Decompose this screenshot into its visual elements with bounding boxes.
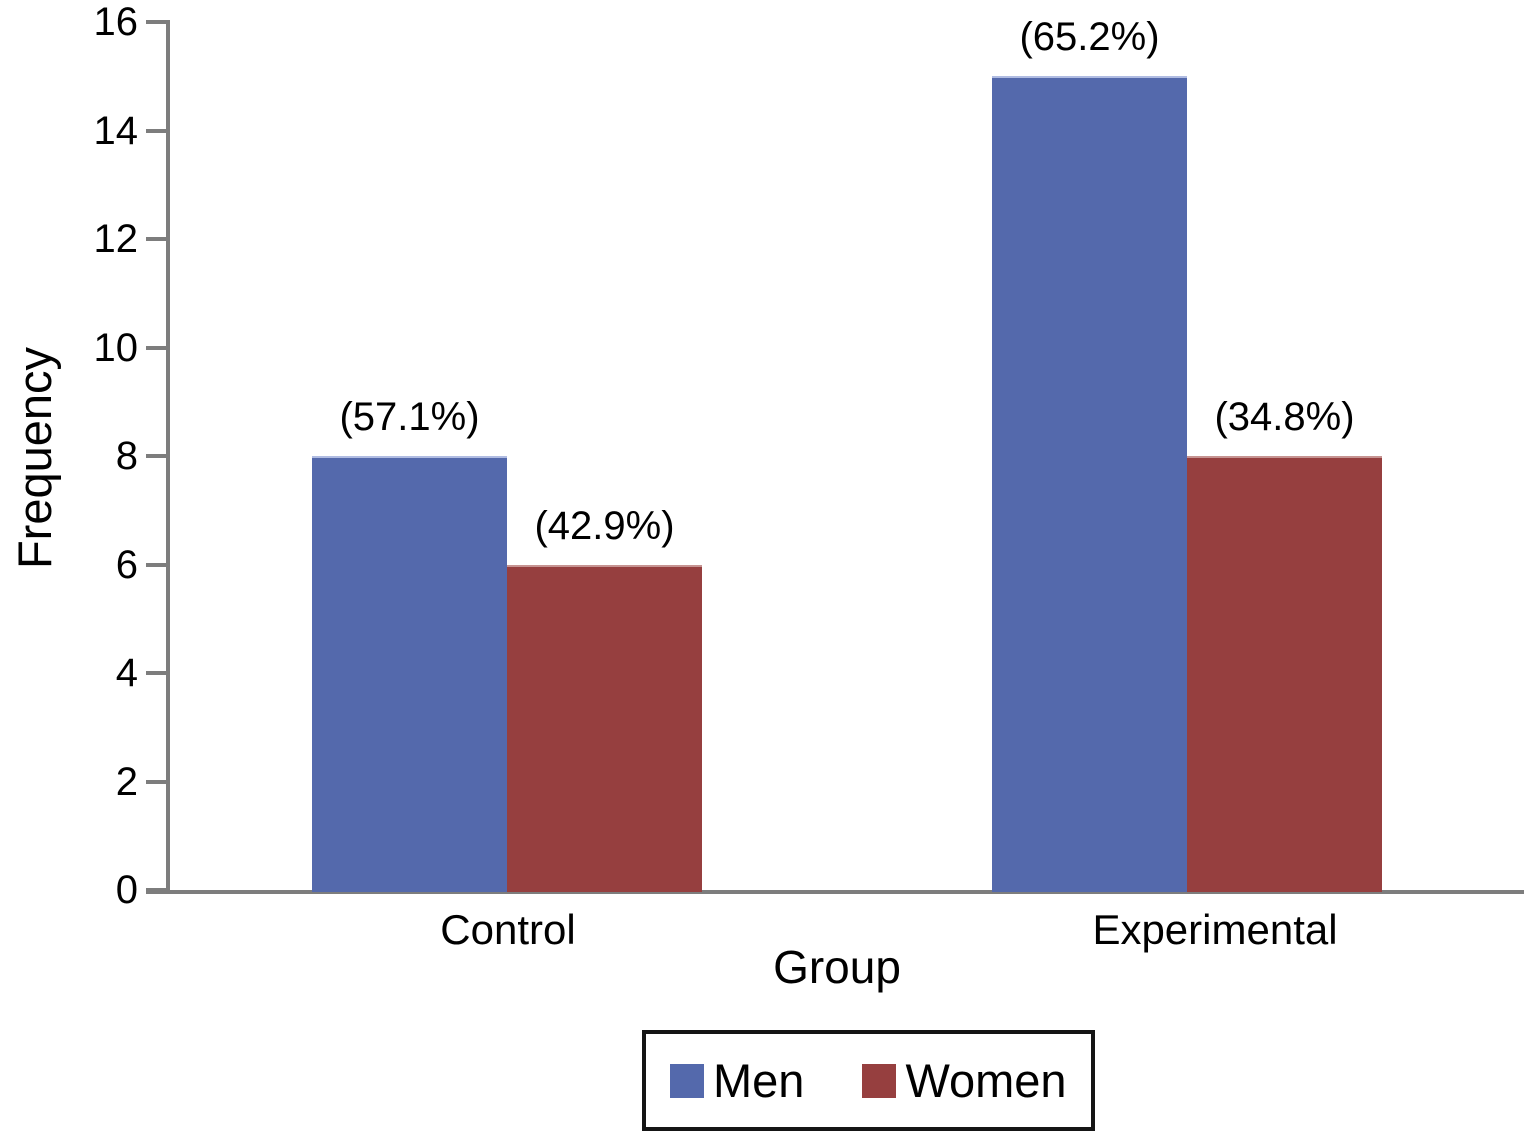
y-tick-14 xyxy=(146,128,166,133)
y-tick-label-6: 6 xyxy=(115,542,138,587)
y-tick-12 xyxy=(146,237,166,241)
bar-men-experimental xyxy=(992,76,1187,892)
bar-label-men-experimental: (65.2%) xyxy=(1019,15,1160,60)
y-tick-label-2: 2 xyxy=(115,759,138,804)
y-tick-label-16: 16 xyxy=(93,0,139,44)
y-tick-label-10: 10 xyxy=(93,325,139,370)
y-tick-label-0: 0 xyxy=(115,868,138,912)
x-category-label-experimental: Experimental xyxy=(1092,906,1338,953)
x-axis-line xyxy=(146,890,1524,894)
y-tick-2 xyxy=(146,779,166,784)
y-tick-10 xyxy=(146,345,166,350)
y-tick-4 xyxy=(146,671,166,675)
bar-label-women-control: (42.9%) xyxy=(534,503,675,548)
y-tick-label-12: 12 xyxy=(93,217,139,261)
y-tick-16 xyxy=(146,20,166,24)
x-axis-title: Group xyxy=(773,941,901,993)
y-tick-label-4: 4 xyxy=(115,651,138,695)
legend-swatch-women-icon xyxy=(862,1063,897,1098)
y-tick-6 xyxy=(146,562,166,567)
bar-label-women-experimental: (34.8%) xyxy=(1214,395,1355,439)
legend-label-women: Women xyxy=(905,1054,1067,1107)
y-tick-8 xyxy=(146,454,166,458)
chart-legend: Men Women xyxy=(642,1030,1095,1131)
bar-women-experimental xyxy=(1187,456,1382,892)
legend-item-women: Women xyxy=(862,1054,1067,1107)
bar-women-control xyxy=(507,564,702,892)
legend-label-men: Men xyxy=(713,1054,805,1107)
bar-label-men-control: (57.1%) xyxy=(339,395,480,439)
y-axis-line xyxy=(166,20,170,894)
legend-swatch-men-icon xyxy=(670,1063,704,1098)
y-tick-label-8: 8 xyxy=(115,434,138,478)
x-category-label-control: Control xyxy=(440,906,576,953)
legend-item-men: Men xyxy=(670,1057,804,1104)
y-tick-label-14: 14 xyxy=(93,108,139,153)
bar-men-control xyxy=(312,456,507,892)
